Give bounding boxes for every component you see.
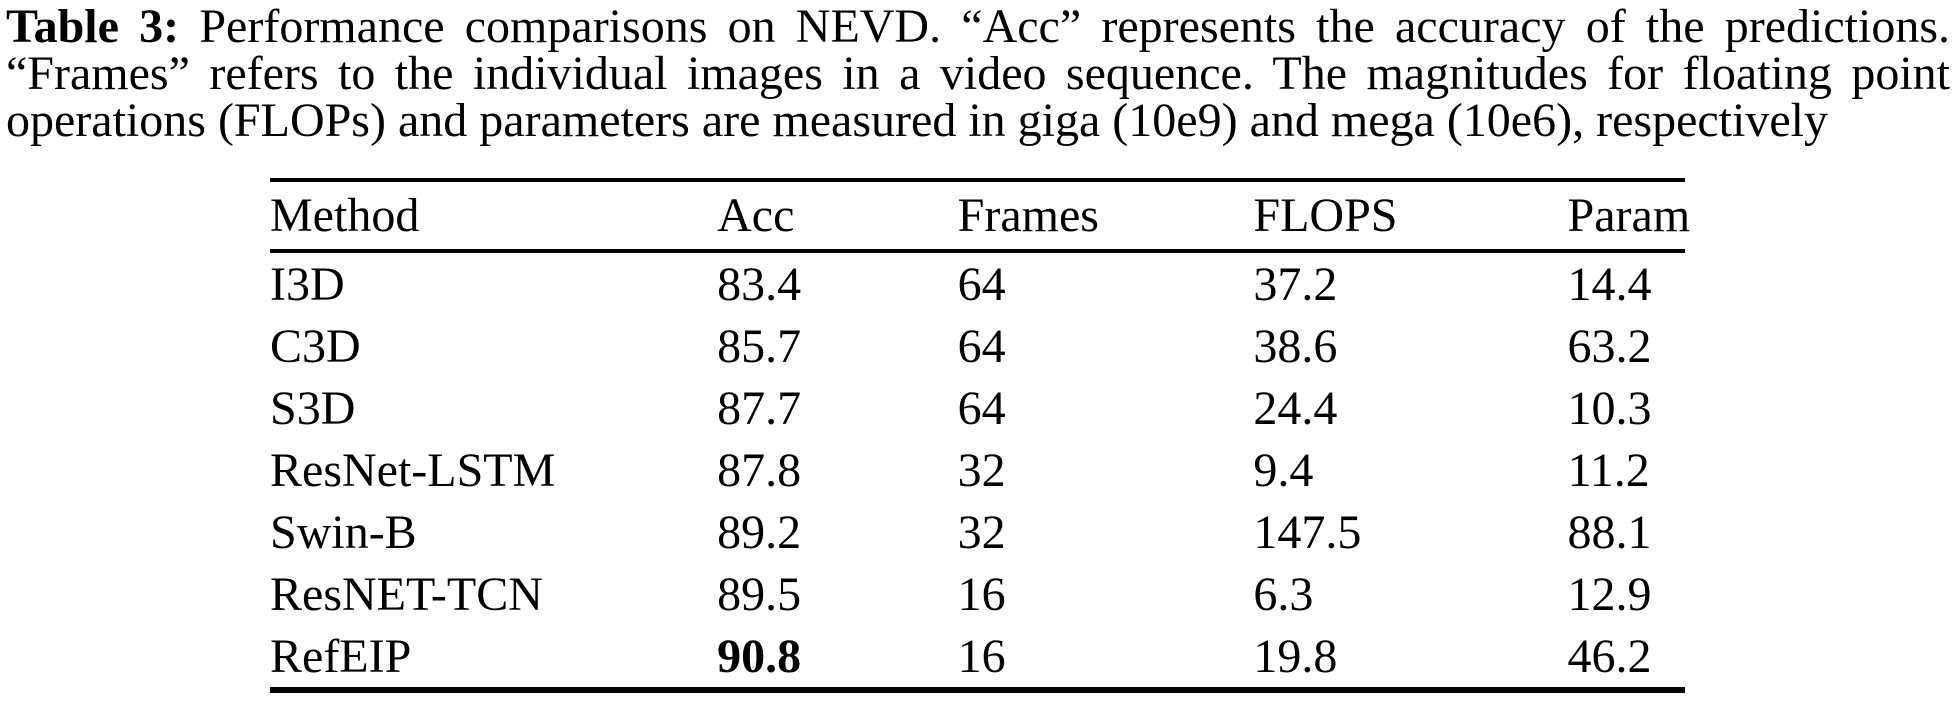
cell-param: 63.2 (1567, 319, 1652, 373)
table-row-c3d: C3D 85.7 64 38.6 63.2 (270, 315, 1685, 377)
performance-table: Method Acc Frames FLOPS Param I3D 83.4 6… (270, 178, 1690, 693)
cell-acc: 89.5 (717, 567, 802, 621)
col-header-param: Param (1567, 180, 1690, 253)
cell-acc: 87.8 (717, 443, 802, 497)
cell-method: S3D (270, 381, 356, 435)
caption-line-2: “Frames” refers to the individual images… (6, 47, 1950, 100)
cell-flops: 9.4 (1253, 443, 1314, 497)
table-header: Method Acc Frames FLOPS Param (270, 180, 1690, 253)
caption-line-3: operations (FLOPs) and parameters are me… (6, 94, 1828, 147)
col-header-flops: FLOPS (1253, 180, 1568, 253)
table-caption: Table 3: Performance comparisons on NEVD… (0, 0, 1954, 147)
cell-param: 14.4 (1567, 257, 1652, 311)
caption-line-1: Table 3: Performance comparisons on NEVD… (6, 0, 1951, 53)
table-row-swin-b: Swin-B 89.2 32 147.5 88.1 (270, 501, 1685, 563)
cell-acc: 83.4 (717, 257, 802, 311)
cell-acc: 89.2 (717, 505, 802, 559)
cell-frames: 64 (957, 381, 1006, 435)
cell-param: 88.1 (1567, 505, 1652, 559)
cell-acc: 85.7 (717, 319, 802, 373)
cell-param: 10.3 (1567, 381, 1652, 435)
header-row: Method Acc Frames FLOPS Param (270, 180, 1690, 253)
cell-frames: 64 (957, 257, 1006, 311)
cell-flops: 19.8 (1253, 629, 1338, 683)
col-header-method: Method (270, 180, 718, 253)
cell-frames: 16 (957, 629, 1006, 683)
cell-method: ResNet-LSTM (270, 443, 556, 497)
cell-frames: 16 (957, 567, 1006, 621)
caption-table-label: Table 3: (6, 0, 180, 53)
cell-param: 11.2 (1567, 443, 1650, 497)
cell-frames: 32 (957, 505, 1006, 559)
cell-param: 46.2 (1567, 629, 1652, 683)
cell-acc-best: 90.8 (717, 629, 802, 683)
col-header-frames: Frames (957, 180, 1254, 253)
cell-acc: 87.7 (717, 381, 802, 435)
table-row-refeip: RefEIP 90.8 16 19.8 46.2 (270, 625, 1685, 690)
cell-method: I3D (270, 257, 345, 311)
cell-flops: 147.5 (1253, 505, 1362, 559)
caption-line-1-text: Performance comparisons on NEVD. “Acc” r… (199, 0, 1951, 53)
cell-param: 12.9 (1567, 567, 1652, 621)
table-body: I3D 83.4 64 37.2 14.4 C3D 85.7 64 38.6 6… (270, 251, 1685, 690)
table-row-resnet-tcn: ResNET-TCN 89.5 16 6.3 12.9 (270, 563, 1685, 625)
table-row-i3d: I3D 83.4 64 37.2 14.4 (270, 251, 1685, 315)
col-header-acc: Acc (717, 180, 958, 253)
cell-method: C3D (270, 319, 361, 373)
cell-method: Swin-B (270, 505, 417, 559)
table-row-resnet-lstm: ResNet-LSTM 87.8 32 9.4 11.2 (270, 439, 1685, 501)
cell-flops: 24.4 (1253, 381, 1338, 435)
cell-method: RefEIP (270, 629, 412, 683)
cell-flops: 37.2 (1253, 257, 1338, 311)
cell-flops: 6.3 (1253, 567, 1314, 621)
table-row-s3d: S3D 87.7 64 24.4 10.3 (270, 377, 1685, 439)
cell-frames: 64 (957, 319, 1006, 373)
cell-flops: 38.6 (1253, 319, 1338, 373)
cell-method: ResNET-TCN (270, 567, 543, 621)
cell-frames: 32 (957, 443, 1006, 497)
